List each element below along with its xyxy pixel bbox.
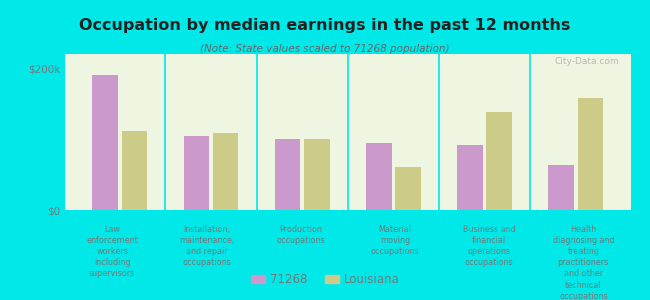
Bar	[366, 142, 391, 210]
Bar	[213, 134, 239, 210]
Text: Installation,
maintenance,
and repair
occupations: Installation, maintenance, and repair oc…	[179, 225, 234, 267]
Text: (Note: State values scaled to 71268 population): (Note: State values scaled to 71268 popu…	[200, 44, 450, 53]
Text: City-Data.com: City-Data.com	[554, 57, 619, 66]
Bar	[92, 75, 118, 210]
Bar	[486, 112, 512, 210]
Bar	[304, 139, 330, 210]
Bar	[578, 98, 603, 210]
Bar	[457, 145, 483, 210]
Text: Material
moving
occupations: Material moving occupations	[370, 225, 419, 256]
Text: Production
occupations: Production occupations	[276, 225, 325, 245]
Text: Law
enforcement
workers
including
supervisors: Law enforcement workers including superv…	[86, 225, 138, 278]
Text: Occupation by median earnings in the past 12 months: Occupation by median earnings in the pas…	[79, 18, 571, 33]
Bar	[275, 139, 300, 210]
Text: Health
diagnosing and
treating
practitioners
and other
technical
occupations: Health diagnosing and treating practitio…	[552, 225, 614, 300]
Text: Business and
financial
operations
occupations: Business and financial operations occupa…	[463, 225, 515, 267]
Bar	[395, 167, 421, 210]
Bar	[183, 136, 209, 210]
Bar	[122, 130, 147, 210]
Legend: 71268, Louisiana: 71268, Louisiana	[246, 269, 404, 291]
Bar	[549, 165, 574, 210]
